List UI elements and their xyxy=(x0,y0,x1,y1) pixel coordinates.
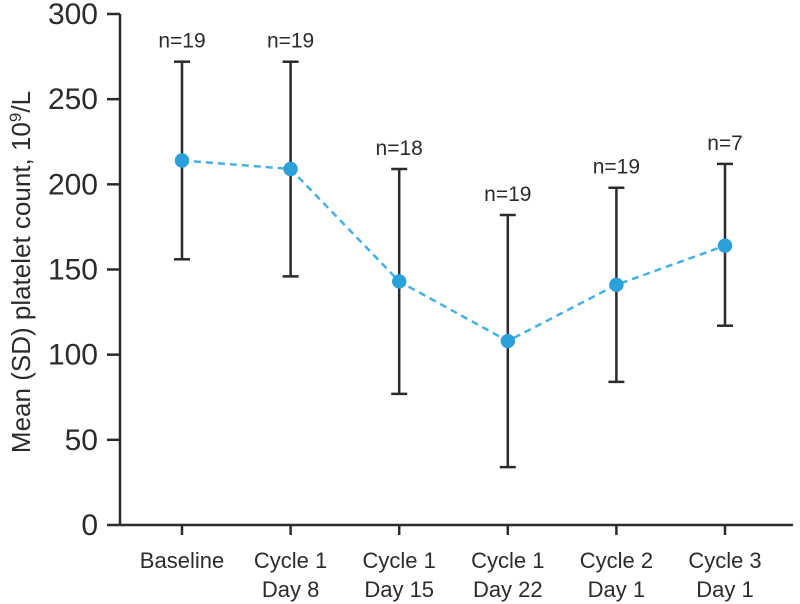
x-tick-label-line2: Day 15 xyxy=(364,577,434,602)
y-axis-title: Mean (SD) platelet count, 109/L xyxy=(6,91,36,453)
y-tick-label: 300 xyxy=(48,0,98,31)
data-point-marker xyxy=(392,274,407,289)
n-label: n=19 xyxy=(267,30,314,53)
axes-layer: 0 50 100 150 200 250 300 Baseline Cycle 1 Day 8 Cy… xyxy=(6,0,793,602)
data-point-marker xyxy=(717,238,733,253)
x-tick-label-line1: Cycle 2 xyxy=(580,548,653,573)
x-tick-label-line1: Cycle 3 xyxy=(688,548,761,573)
y-tick-label: 100 xyxy=(48,339,98,372)
trend-line-layer xyxy=(181,159,726,343)
y-tick-label: 50 xyxy=(65,424,98,457)
x-tick-label-line1: Baseline xyxy=(140,548,224,573)
data-point-marker xyxy=(500,333,515,349)
n-label: n=18 xyxy=(376,137,423,160)
n-label: n=19 xyxy=(158,30,205,53)
x-tick-label-line2: Day 22 xyxy=(473,577,543,602)
x-tick-label-line2: Day 8 xyxy=(262,577,319,602)
trend-line xyxy=(181,159,726,343)
x-tick-label-line1: Cycle 1 xyxy=(471,548,544,573)
y-tick-label: 200 xyxy=(48,168,98,201)
y-tick-label: 0 xyxy=(81,509,98,542)
n-label: n=19 xyxy=(593,156,640,179)
data-point-marker xyxy=(174,153,190,168)
x-tick-label-line1: Cycle 1 xyxy=(363,548,436,573)
markers-layer xyxy=(174,153,733,349)
n-label: n=19 xyxy=(484,183,531,206)
y-tick-label: 250 xyxy=(48,83,98,116)
y-tick-label: 150 xyxy=(48,254,98,287)
x-tick-label-line2: Day 1 xyxy=(696,577,753,602)
n-label: n=7 xyxy=(707,132,743,155)
x-tick-label-line1: Cycle 1 xyxy=(254,548,327,573)
error-bars-layer xyxy=(174,60,733,469)
data-point-marker xyxy=(609,277,624,293)
x-tick-label-line2: Day 1 xyxy=(588,577,645,602)
data-point-marker xyxy=(283,161,298,177)
annotations-layer: n=19 n=19 n=18 n=19 n=19 n=7 xyxy=(158,30,742,206)
